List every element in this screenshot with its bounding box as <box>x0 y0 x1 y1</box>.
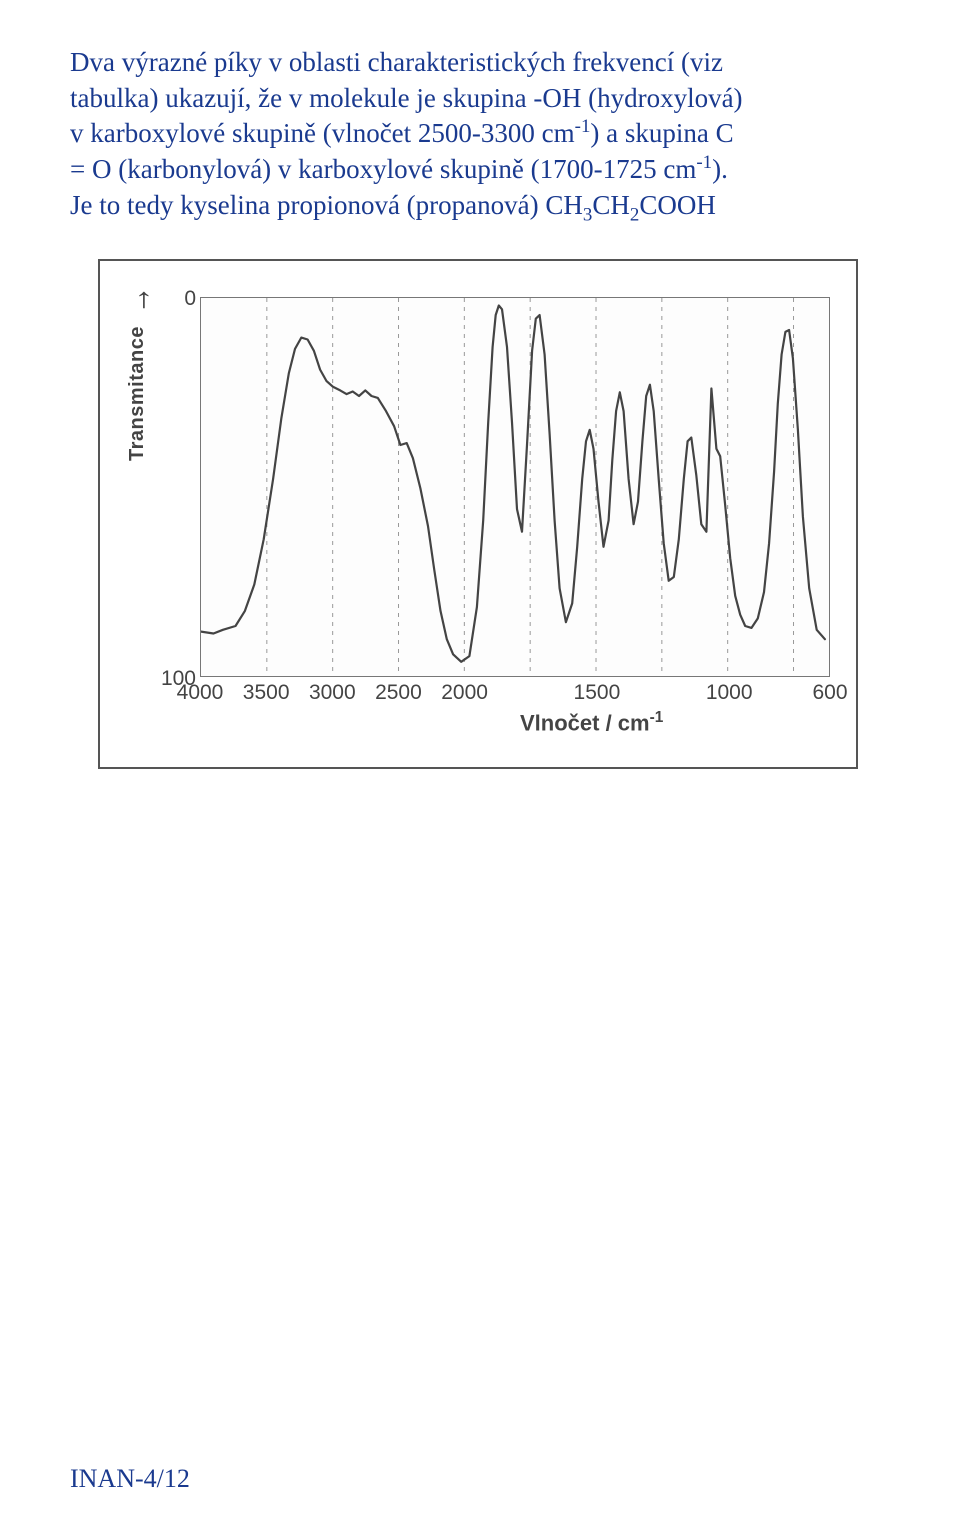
para-line-5b: CH <box>592 190 630 220</box>
plot-area <box>200 297 830 677</box>
para-line-1: Dva výrazné píky v oblasti charakteristi… <box>70 47 723 77</box>
para-sup-1: -1 <box>575 116 591 137</box>
para-sub-2: 2 <box>630 204 639 225</box>
para-sub-1: 3 <box>583 204 592 225</box>
document-page: Dva výrazné píky v oblasti charakteristi… <box>0 0 960 1536</box>
para-line-3b: ) a skupina C <box>590 118 733 148</box>
analysis-paragraph: Dva výrazné píky v oblasti charakteristi… <box>70 45 900 223</box>
para-line-2: tabulka) ukazují, že v molekule je skupi… <box>70 83 743 113</box>
para-line-5c: COOH <box>639 190 716 220</box>
para-line-5a: Je to tedy kyselina propionová (propanov… <box>70 190 583 220</box>
spectrum-svg <box>201 298 828 675</box>
para-line-3a: v karboxylové skupině (vlnočet 2500-3300… <box>70 118 575 148</box>
x-tick: 2500 <box>375 681 422 705</box>
y-axis-label: Transmitance → <box>122 286 154 462</box>
y-tick: 0 <box>160 287 196 311</box>
x-tick: 600 <box>812 681 847 705</box>
para-sup-2: -1 <box>696 152 712 173</box>
y-axis-arrow-icon: → <box>116 286 161 315</box>
x-tick: 2000 <box>441 681 488 705</box>
x-axis-label-sup: -1 <box>650 709 664 726</box>
x-tick: 3000 <box>309 681 356 705</box>
para-line-4b: ). <box>712 154 728 184</box>
x-tick: 4000 <box>177 681 224 705</box>
page-footer-code: INAN-4/12 <box>70 1464 190 1494</box>
para-line-4a: = O (karbonylová) v karboxylové skupině … <box>70 154 696 184</box>
x-tick: 1500 <box>574 681 621 705</box>
x-tick: 1000 <box>706 681 753 705</box>
ir-spectrum-chart: Transmitance → 0100 40003500300025002000… <box>98 259 858 769</box>
x-axis-label-text: Vlnočet / cm <box>520 710 650 735</box>
y-axis-label-text: Transmitance <box>126 326 148 461</box>
x-tick: 3500 <box>243 681 290 705</box>
x-axis-label: Vlnočet / cm-1 <box>520 709 663 736</box>
